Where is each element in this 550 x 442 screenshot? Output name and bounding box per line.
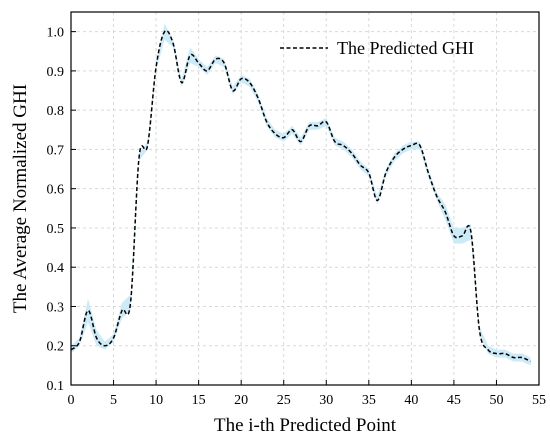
plot-frame xyxy=(70,11,540,386)
x-axis-label: The i-th Predicted Point xyxy=(214,415,397,436)
x-tick-label: 50 xyxy=(489,393,503,408)
confidence-band xyxy=(71,23,531,366)
y-tick-label: 0.1 xyxy=(47,379,65,394)
x-tick-label: 0 xyxy=(68,393,75,408)
x-tick-label: 35 xyxy=(362,393,376,408)
x-tick-label: 45 xyxy=(447,393,461,408)
y-tick-label: 0.2 xyxy=(47,340,65,355)
x-tick-label: 20 xyxy=(234,393,248,408)
legend: The Predicted GHI xyxy=(280,38,474,58)
y-tick-labels: 0.1 0.2 0.3 0.4 0.5 0.6 0.7 0.8 0.9 1.0 xyxy=(47,26,65,394)
axis-ticks xyxy=(70,31,540,386)
x-tick-label: 10 xyxy=(149,393,163,408)
x-tick-label: 15 xyxy=(192,393,206,408)
y-tick-label: 0.8 xyxy=(47,104,65,119)
x-tick-label: 40 xyxy=(404,393,418,408)
y-tick-label: 0.5 xyxy=(47,222,65,237)
y-tick-label: 0.6 xyxy=(47,183,65,198)
grid xyxy=(71,12,539,385)
x-tick-label: 55 xyxy=(532,393,546,408)
series-line-predicted-ghi xyxy=(70,29,531,363)
y-tick-label: 0.7 xyxy=(47,143,65,158)
y-axis-label: The Average Normalized GHI xyxy=(10,84,31,313)
legend-label: The Predicted GHI xyxy=(337,38,474,58)
x-tick-label: 30 xyxy=(319,393,333,408)
y-tick-label: 0.9 xyxy=(47,65,65,80)
y-tick-label: 1.0 xyxy=(47,26,65,41)
x-tick-labels: 0 5 10 15 20 25 30 35 40 45 50 55 xyxy=(68,393,547,408)
y-tick-label: 0.3 xyxy=(47,300,65,315)
x-tick-label: 5 xyxy=(110,393,117,408)
x-tick-label: 25 xyxy=(277,393,291,408)
y-tick-label: 0.4 xyxy=(47,261,65,276)
